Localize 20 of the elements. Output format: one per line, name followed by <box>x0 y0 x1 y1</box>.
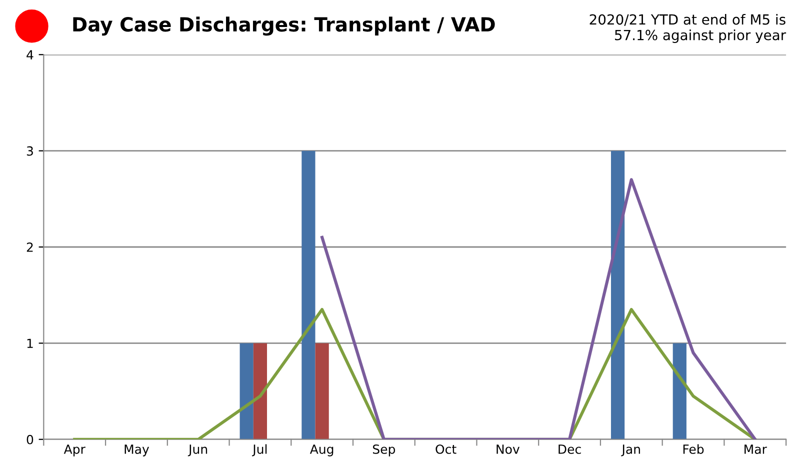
y-tick-label: 0 <box>26 434 34 444</box>
x-tick-label: May <box>124 444 150 456</box>
line-series <box>320 178 757 440</box>
x-tick-label: Jan <box>621 444 640 456</box>
y-tick-label: 3 <box>26 146 33 156</box>
x-tick-label: Dec <box>558 444 581 454</box>
chart-title: Day Case Discharges: Transplant / VAD <box>73 16 495 36</box>
y-tick-label: 1 <box>27 338 33 348</box>
x-tick-label: Oct <box>436 444 456 454</box>
y-tick-label: 2 <box>26 242 33 252</box>
x-tick-label: Nov <box>496 444 520 454</box>
x-tick-label: Jul <box>252 444 267 456</box>
y-tick-label: 4 <box>26 50 34 60</box>
x-tick-label: Apr <box>64 444 86 456</box>
x-tick-label: Jun <box>188 444 208 456</box>
x-tick-label: Feb <box>683 444 704 454</box>
text: 2020/21 YTD at end of M5 is 57.1% against prior year <box>590 14 786 43</box>
x-tick-label: Aug <box>310 444 334 456</box>
x-tick-label: Sep <box>372 444 396 456</box>
x-tick-label: Mar <box>744 444 767 454</box>
